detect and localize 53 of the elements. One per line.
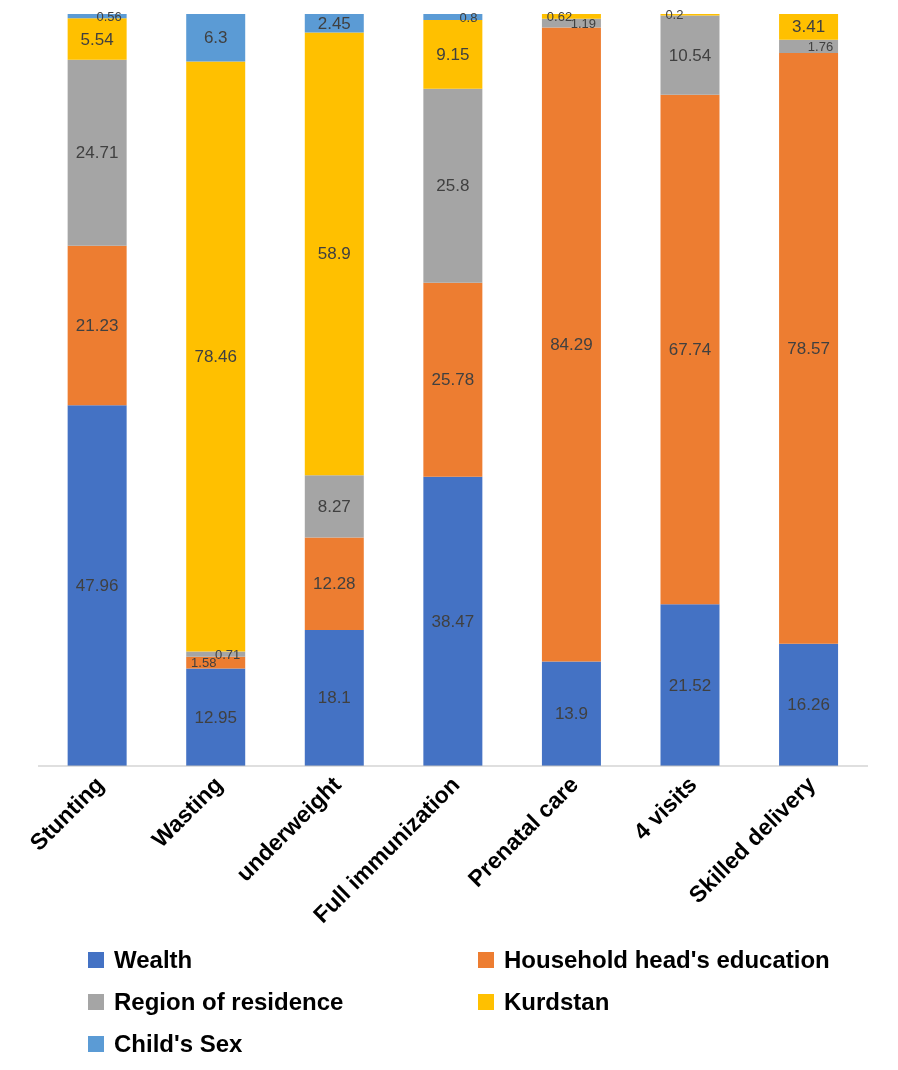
data-label: 58.9 [317, 244, 351, 264]
data-label: 24.71 [75, 143, 119, 163]
bar [779, 643, 839, 766]
data-label: 84.29 [550, 335, 593, 355]
legend-label: Child's Sex [114, 1030, 243, 1058]
data-label: 25.8 [436, 176, 470, 196]
bar [304, 629, 364, 766]
bar [423, 476, 483, 766]
data-label: 16.26 [787, 695, 830, 715]
data-label: 47.96 [75, 576, 119, 596]
data-label: 1.19 [570, 15, 597, 31]
legend-label: Household head's education [504, 946, 830, 974]
data-label: 1.58 [191, 655, 217, 671]
data-label: 12.28 [313, 574, 356, 594]
data-label: 78.46 [194, 346, 237, 366]
bar [541, 661, 601, 766]
legend-label: Region of residence [114, 988, 344, 1016]
data-label: 9.15 [436, 44, 470, 64]
data-label: 10.54 [668, 45, 712, 65]
bar [304, 475, 364, 538]
bar [779, 52, 839, 644]
legend-label: Wealth [114, 946, 193, 974]
data-label: 12.95 [194, 707, 237, 727]
data-label: 5.54 [80, 29, 114, 49]
bar [423, 20, 483, 89]
legend-label: Kurdstan [504, 988, 610, 1016]
bar [660, 94, 720, 605]
bar [186, 14, 246, 62]
data-label: 3.41 [792, 17, 826, 37]
data-label: 6.3 [203, 28, 228, 48]
data-label: 21.23 [75, 316, 119, 336]
bar [304, 32, 364, 476]
data-label: 18.1 [317, 688, 351, 708]
data-label: 38.47 [431, 611, 475, 631]
bar [779, 14, 839, 40]
data-label: 67.74 [668, 339, 712, 359]
bar [67, 245, 127, 406]
data-label: 13.9 [554, 704, 588, 724]
bar [186, 61, 246, 652]
data-label: 78.57 [787, 338, 830, 358]
bar [660, 604, 720, 766]
bar [67, 59, 127, 246]
bar [541, 27, 601, 662]
bar [423, 282, 483, 477]
data-label: 2.45 [317, 13, 351, 33]
bar [186, 668, 246, 766]
data-label: 25.78 [431, 370, 475, 390]
data-label: 21.52 [668, 675, 712, 695]
bar [423, 88, 483, 283]
bar [304, 537, 364, 630]
data-label: 8.27 [317, 496, 351, 516]
bar [67, 405, 127, 766]
data-label: 1.76 [807, 38, 834, 54]
